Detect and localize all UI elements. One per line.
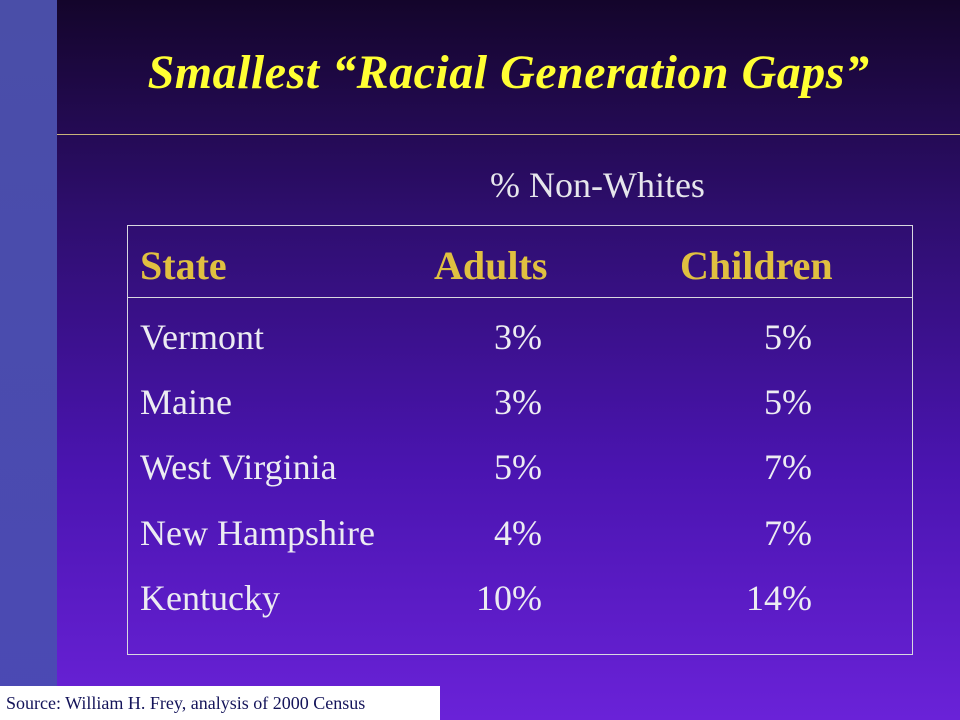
cell-state: New Hampshire xyxy=(140,513,375,553)
header-adults: Adults xyxy=(434,243,548,288)
data-table: State Adults Children Vermont 3% 5% Main… xyxy=(127,225,913,655)
table-subtitle: % Non-Whites xyxy=(490,165,705,205)
cell-state: Kentucky xyxy=(140,578,280,618)
table-row: Maine 3% 5% xyxy=(128,381,912,441)
cell-state: Maine xyxy=(140,382,232,422)
table-row: Vermont 3% 5% xyxy=(128,316,912,376)
table-row: Kentucky 10% 14% xyxy=(128,577,912,637)
cell-children: 14% xyxy=(746,578,812,618)
header-state: State xyxy=(140,243,227,288)
cell-adults: 4% xyxy=(494,513,542,553)
header-divider xyxy=(128,297,912,298)
source-caption: Source: William H. Frey, analysis of 200… xyxy=(0,686,440,720)
cell-adults: 3% xyxy=(494,317,542,357)
header-children: Children xyxy=(680,243,833,288)
sidebar-accent xyxy=(0,0,57,720)
slide-title: Smallest “Racial Generation Gaps” xyxy=(147,46,870,99)
title-divider xyxy=(57,134,960,135)
cell-adults: 10% xyxy=(476,578,542,618)
cell-children: 5% xyxy=(764,382,812,422)
cell-state: West Virginia xyxy=(140,447,337,487)
cell-adults: 3% xyxy=(494,382,542,422)
cell-children: 5% xyxy=(764,317,812,357)
cell-children: 7% xyxy=(764,447,812,487)
cell-adults: 5% xyxy=(494,447,542,487)
cell-children: 7% xyxy=(764,513,812,553)
table-row: New Hampshire 4% 7% xyxy=(128,512,912,572)
table-row: West Virginia 5% 7% xyxy=(128,446,912,506)
cell-state: Vermont xyxy=(140,317,264,357)
